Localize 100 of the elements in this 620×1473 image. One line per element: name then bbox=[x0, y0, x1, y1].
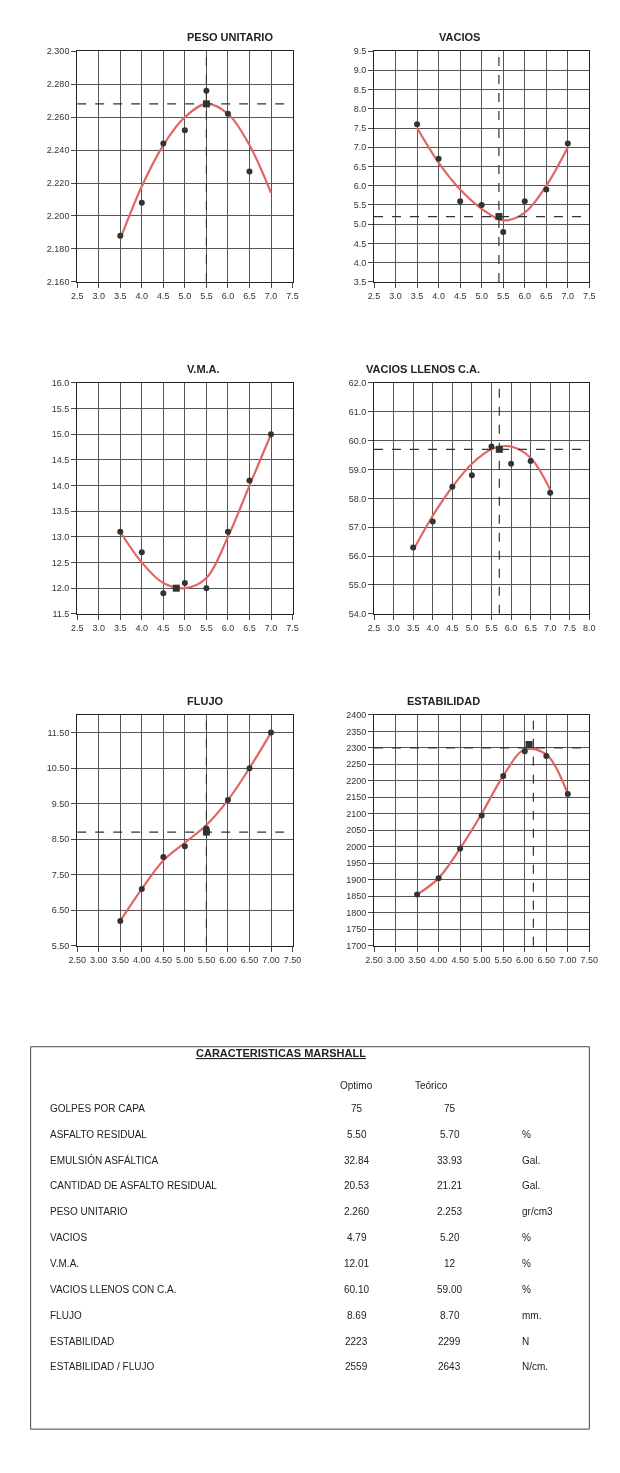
point bbox=[268, 729, 275, 736]
y-tick-label: 59.0 bbox=[348, 464, 367, 475]
x-tick-label: 6.0 bbox=[518, 290, 532, 301]
x-tick-label: 3.0 bbox=[92, 622, 105, 633]
y-tick-label: 6.0 bbox=[353, 180, 367, 191]
text: % bbox=[522, 1129, 531, 1140]
text: Teórico bbox=[415, 1080, 448, 1091]
category-label: EMULSIÓN ASFÁLTICA bbox=[50, 1154, 159, 1166]
point bbox=[564, 791, 571, 798]
point bbox=[457, 845, 464, 852]
x-tick-label: 7.0 bbox=[543, 622, 557, 633]
x-tick-label: 3.00 bbox=[89, 954, 108, 965]
x-tick-label: 2.5 bbox=[70, 290, 84, 301]
y-tick-label: 11.50 bbox=[47, 727, 70, 738]
x-tick-label: 5.5 bbox=[496, 290, 510, 301]
point bbox=[564, 140, 571, 147]
x-tick-label: 6.00 bbox=[219, 954, 237, 965]
x-tick-label: 3.5 bbox=[114, 290, 127, 301]
data-label: 2.253 bbox=[437, 1206, 463, 1217]
point bbox=[527, 457, 534, 464]
y-tick-label: 55.0 bbox=[348, 580, 367, 591]
point bbox=[138, 885, 145, 892]
category-label: PESO UNITARIO bbox=[50, 1206, 128, 1217]
y-tick-label: 2.300 bbox=[46, 46, 70, 57]
text: gr/cm3 bbox=[522, 1206, 553, 1217]
point bbox=[246, 168, 253, 175]
y-tick-label: 2150 bbox=[346, 792, 367, 803]
point bbox=[203, 87, 210, 94]
y-tick-label: 14.5 bbox=[51, 455, 70, 466]
data-label: 59.00 bbox=[437, 1284, 463, 1295]
data-label: 20.53 bbox=[344, 1180, 370, 1191]
point bbox=[468, 472, 475, 479]
y-tick-label: 4.5 bbox=[353, 238, 367, 249]
x-tick-label: 6.5 bbox=[243, 290, 256, 301]
point bbox=[160, 853, 167, 860]
x-tick-label: 2.50 bbox=[365, 954, 383, 965]
x-tick-label: 6.0 bbox=[221, 622, 235, 633]
point bbox=[525, 741, 533, 749]
x-tick-label: 7.50 bbox=[580, 954, 599, 965]
y-tick-label: 2400 bbox=[346, 710, 367, 721]
point bbox=[457, 198, 464, 205]
x-tick-label: 4.00 bbox=[133, 954, 151, 965]
point bbox=[410, 544, 417, 551]
x-tick-label: 4.5 bbox=[453, 290, 467, 301]
y-tick-label: 1700 bbox=[346, 940, 367, 951]
category-label: ESTABILIDAD bbox=[50, 1336, 115, 1347]
category-label: CANTIDAD DE ASFALTO RESIDUAL bbox=[50, 1180, 218, 1191]
x-tick-label: 4.00 bbox=[429, 954, 448, 965]
y-tick-label: 1950 bbox=[346, 858, 367, 869]
y-tick-label: 2350 bbox=[346, 726, 367, 737]
data-label: 21.21 bbox=[437, 1180, 463, 1191]
text: mm. bbox=[522, 1310, 542, 1321]
y-tick-label: 8.50 bbox=[51, 834, 70, 845]
data-label: 12 bbox=[444, 1258, 456, 1269]
point bbox=[138, 549, 145, 556]
x-tick-label: 4.5 bbox=[157, 290, 170, 301]
x-tick-label: 5.5 bbox=[200, 290, 213, 301]
data-label: 2223 bbox=[345, 1336, 368, 1347]
y-tick-label: 5.50 bbox=[51, 940, 70, 951]
y-tick-label: 2000 bbox=[346, 841, 367, 852]
point bbox=[508, 460, 515, 467]
category-label: V.M.A. bbox=[50, 1258, 80, 1269]
point bbox=[117, 528, 124, 535]
point bbox=[172, 584, 180, 592]
y-tick-label: 1900 bbox=[346, 874, 367, 885]
y-tick-label: 9.50 bbox=[51, 798, 70, 809]
x-tick-label: 2.50 bbox=[68, 954, 86, 965]
text: Optimo bbox=[340, 1080, 373, 1091]
x-tick-label: 6.5 bbox=[540, 290, 553, 301]
point bbox=[181, 580, 188, 587]
x-tick-label: 3.5 bbox=[410, 290, 424, 301]
x-tick-label: 3.50 bbox=[111, 954, 130, 965]
category-label: ESTABILIDAD / FLUJO bbox=[50, 1361, 155, 1372]
y-tick-label: 6.5 bbox=[353, 161, 367, 172]
x-tick-label: 5.0 bbox=[178, 290, 192, 301]
point bbox=[449, 483, 456, 490]
text: Gal. bbox=[522, 1155, 541, 1166]
line-series bbox=[412, 444, 552, 552]
x-tick-label: 2.5 bbox=[367, 290, 381, 301]
category-label: FLUJO bbox=[50, 1310, 82, 1321]
y-tick-label: 15.0 bbox=[51, 429, 70, 440]
chart-title: PESO UNITARIO bbox=[187, 31, 274, 43]
y-tick-label: 5.0 bbox=[353, 219, 367, 230]
y-tick-label: 1850 bbox=[346, 891, 367, 902]
point bbox=[495, 213, 503, 221]
x-tick-label: 3.0 bbox=[387, 622, 400, 633]
y-tick-label: 54.0 bbox=[348, 608, 367, 619]
x-tick-label: 4.5 bbox=[446, 622, 459, 633]
data-label: 5.20 bbox=[440, 1232, 460, 1243]
x-tick-label: 4.50 bbox=[154, 954, 173, 965]
y-tick-label: 2300 bbox=[346, 742, 367, 753]
chart-title: VACIOS bbox=[439, 31, 481, 43]
x-tick-label: 3.0 bbox=[92, 290, 105, 301]
point bbox=[246, 477, 253, 484]
point bbox=[246, 765, 253, 772]
point bbox=[414, 121, 421, 128]
x-tick-label: 5.50 bbox=[197, 954, 216, 965]
point bbox=[414, 891, 421, 898]
point bbox=[224, 110, 231, 117]
y-tick-label: 13.0 bbox=[51, 532, 70, 543]
